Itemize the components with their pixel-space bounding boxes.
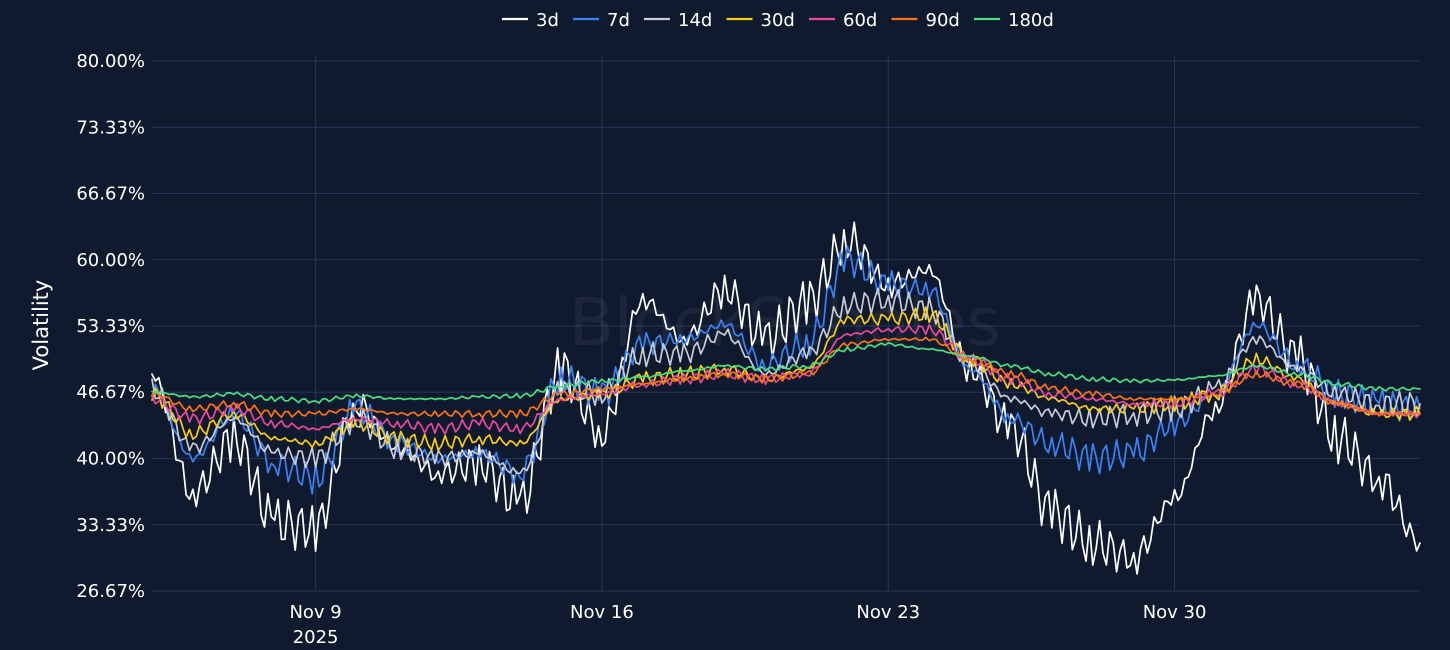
legend-label: 30d: [761, 10, 795, 31]
x-tick-label: Nov 30: [1143, 602, 1207, 623]
series-line-30d: [151, 306, 1421, 452]
y-tick-label: 33.33%: [76, 515, 145, 536]
series-line-3d: [151, 221, 1421, 575]
legend-label: 90d: [926, 10, 960, 31]
legend-label: 180d: [1008, 10, 1054, 31]
legend-label: 7d: [607, 10, 630, 31]
legend: 3d 7d 14d 30d 60d 90d 180d: [502, 10, 1054, 31]
series-lines: [151, 221, 1421, 575]
y-tick-label: 66.67%: [76, 183, 145, 204]
x-tick-sublabel: 2025: [293, 627, 339, 648]
y-tick-label: 60.00%: [76, 250, 145, 271]
series-line-60d: [151, 323, 1421, 435]
y-tick-label: 40.00%: [76, 449, 145, 470]
y-tick-label: 53.33%: [76, 316, 145, 337]
legend-label: 3d: [536, 10, 559, 31]
grid: [152, 55, 1420, 592]
series-line-180d: [151, 342, 1421, 404]
x-axis-ticks: Nov 9 2025 Nov 16 Nov 23 Nov 30: [289, 602, 1206, 648]
y-tick-label: 26.67%: [76, 581, 145, 602]
series-line-90d: [151, 336, 1421, 419]
x-tick-label: Nov 9: [289, 602, 341, 623]
legend-item-60d[interactable]: 60d: [809, 10, 877, 31]
legend-item-30d[interactable]: 30d: [726, 10, 795, 31]
y-axis-title: Volatility: [29, 280, 53, 371]
legend-label: 14d: [678, 10, 712, 31]
legend-item-3d[interactable]: 3d: [502, 10, 559, 31]
legend-item-14d[interactable]: 14d: [644, 10, 712, 31]
legend-label: 60d: [843, 10, 877, 31]
y-tick-label: 73.33%: [76, 117, 145, 138]
y-tick-label: 80.00%: [76, 51, 145, 72]
x-tick-label: Nov 16: [570, 602, 634, 623]
y-tick-label: 46.67%: [76, 382, 145, 403]
y-axis-ticks: 80.00% 73.33% 66.67% 60.00% 53.33% 46.67% 40.0…: [76, 51, 145, 602]
x-tick-label: Nov 23: [856, 602, 920, 623]
legend-item-180d[interactable]: 180d: [974, 10, 1054, 31]
legend-item-90d[interactable]: 90d: [891, 10, 960, 31]
legend-item-7d[interactable]: 7d: [573, 10, 630, 31]
